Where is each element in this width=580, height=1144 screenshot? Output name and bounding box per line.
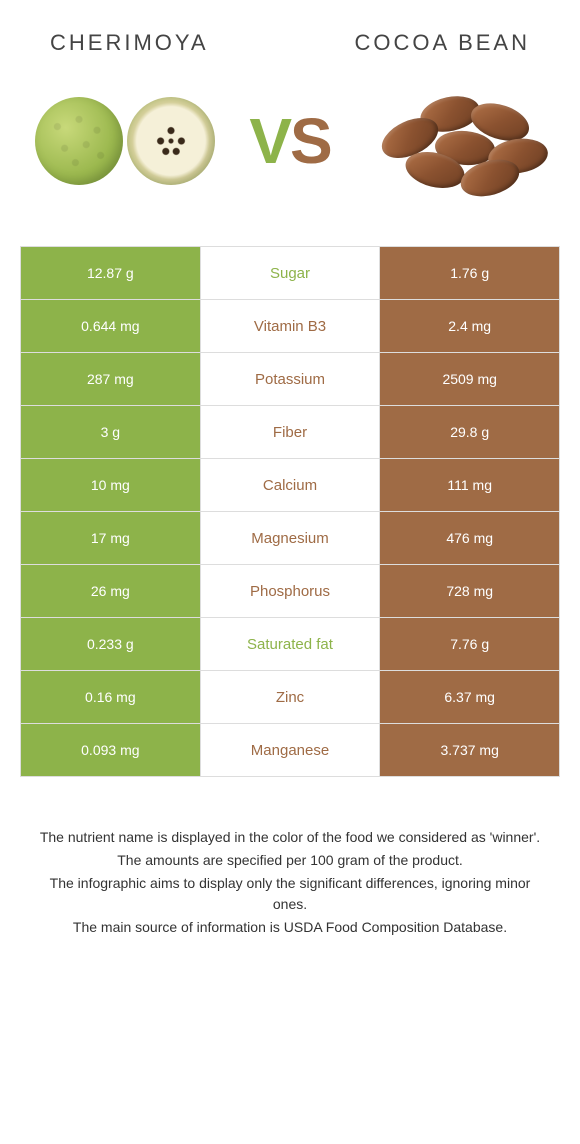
footnotes: The nutrient name is displayed in the co… xyxy=(20,777,560,938)
footnote-line: The amounts are specified per 100 gram o… xyxy=(35,850,545,871)
left-value: 10 mg xyxy=(21,459,201,511)
vs-label: VS xyxy=(249,104,330,178)
cherimoya-image xyxy=(30,86,220,196)
table-row: 10 mgCalcium111 mg xyxy=(21,459,559,512)
right-value: 2509 mg xyxy=(380,353,559,405)
right-value: 6.37 mg xyxy=(380,671,559,723)
right-value: 476 mg xyxy=(380,512,559,564)
right-value: 3.737 mg xyxy=(380,724,559,776)
table-row: 0.644 mgVitamin B32.4 mg xyxy=(21,300,559,353)
footnote-line: The infographic aims to display only the… xyxy=(35,873,545,915)
vs-v: V xyxy=(249,104,290,178)
cherimoya-whole-icon xyxy=(35,97,123,185)
footnote-line: The main source of information is USDA F… xyxy=(35,917,545,938)
nutrient-name: Calcium xyxy=(201,459,381,511)
header: CHERIMOYA COCOA BEAN xyxy=(20,30,560,86)
table-row: 0.093 mgManganese3.737 mg xyxy=(21,724,559,777)
left-value: 3 g xyxy=(21,406,201,458)
nutrient-name: Saturated fat xyxy=(201,618,381,670)
nutrient-name: Fiber xyxy=(201,406,381,458)
nutrient-name: Potassium xyxy=(201,353,381,405)
right-value: 111 mg xyxy=(380,459,559,511)
vs-s: S xyxy=(290,104,331,178)
table-row: 3 gFiber29.8 g xyxy=(21,406,559,459)
table-row: 0.233 gSaturated fat7.76 g xyxy=(21,618,559,671)
table-row: 17 mgMagnesium476 mg xyxy=(21,512,559,565)
nutrient-name: Phosphorus xyxy=(201,565,381,617)
comparison-table: 12.87 gSugar1.76 g0.644 mgVitamin B32.4 … xyxy=(20,246,560,777)
table-row: 12.87 gSugar1.76 g xyxy=(21,247,559,300)
right-value: 728 mg xyxy=(380,565,559,617)
right-value: 29.8 g xyxy=(380,406,559,458)
right-value: 1.76 g xyxy=(380,247,559,299)
left-value: 26 mg xyxy=(21,565,201,617)
nutrient-name: Sugar xyxy=(201,247,381,299)
nutrient-name: Zinc xyxy=(201,671,381,723)
table-row: 287 mgPotassium2509 mg xyxy=(21,353,559,406)
left-value: 12.87 g xyxy=(21,247,201,299)
table-row: 0.16 mgZinc6.37 mg xyxy=(21,671,559,724)
cocoa-bean-image xyxy=(360,91,550,191)
hero: VS xyxy=(20,86,560,246)
right-food-title: COCOA BEAN xyxy=(355,30,530,56)
left-value: 287 mg xyxy=(21,353,201,405)
nutrient-name: Manganese xyxy=(201,724,381,776)
nutrient-name: Vitamin B3 xyxy=(201,300,381,352)
nutrient-name: Magnesium xyxy=(201,512,381,564)
table-row: 26 mgPhosphorus728 mg xyxy=(21,565,559,618)
right-value: 2.4 mg xyxy=(380,300,559,352)
left-food-title: CHERIMOYA xyxy=(50,30,209,56)
left-value: 0.093 mg xyxy=(21,724,201,776)
right-value: 7.76 g xyxy=(380,618,559,670)
cherimoya-half-icon xyxy=(127,97,215,185)
footnote-line: The nutrient name is displayed in the co… xyxy=(35,827,545,848)
left-value: 17 mg xyxy=(21,512,201,564)
left-value: 0.644 mg xyxy=(21,300,201,352)
left-value: 0.16 mg xyxy=(21,671,201,723)
left-value: 0.233 g xyxy=(21,618,201,670)
